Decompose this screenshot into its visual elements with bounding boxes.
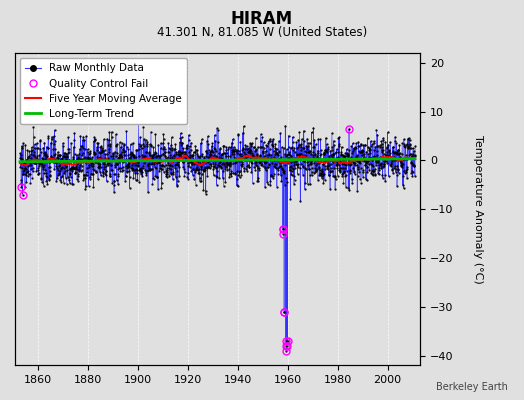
Text: Berkeley Earth: Berkeley Earth bbox=[436, 382, 508, 392]
Y-axis label: Temperature Anomaly (°C): Temperature Anomaly (°C) bbox=[473, 135, 483, 284]
Text: HIRAM: HIRAM bbox=[231, 10, 293, 28]
Legend: Raw Monthly Data, Quality Control Fail, Five Year Moving Average, Long-Term Tren: Raw Monthly Data, Quality Control Fail, … bbox=[20, 58, 188, 124]
Text: 41.301 N, 81.085 W (United States): 41.301 N, 81.085 W (United States) bbox=[157, 26, 367, 39]
